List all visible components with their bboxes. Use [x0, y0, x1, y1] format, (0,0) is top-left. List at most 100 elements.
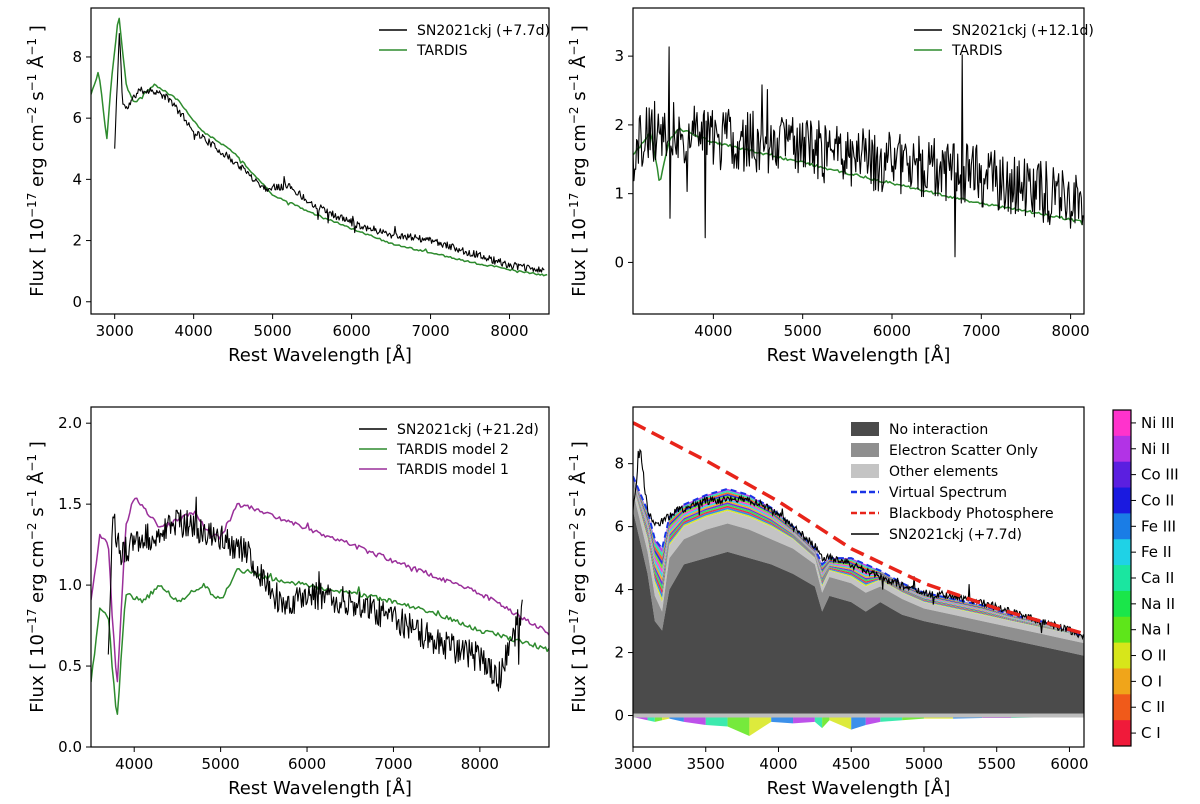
x-tick-label: 7000 — [374, 755, 412, 773]
colorbar-segment — [1113, 435, 1131, 463]
absorption-band — [814, 715, 823, 729]
y-tick-label: 0.0 — [58, 738, 82, 756]
ylabel-text: Flux [ 10 — [27, 218, 48, 297]
y-axis-label: Flux [ 10−17 erg cm−2 s−1 Å−1 ] — [25, 441, 48, 713]
plot-area — [91, 17, 548, 277]
area-other-elements — [633, 485, 1084, 644]
ylabel-superscript: −2 — [25, 107, 39, 125]
legend-label: Blackbody Photosphere — [889, 506, 1054, 522]
legend-label: TARDIS — [416, 43, 468, 59]
colorbar-label: Co III — [1141, 466, 1179, 484]
ylabel-superscript: −17 — [25, 609, 39, 634]
legend-label: SN2021ckj (+21.2d) — [397, 422, 539, 438]
legend-label: Electron Scatter Only — [889, 443, 1038, 459]
x-tick-label: 6000 — [288, 755, 326, 773]
colorbar-label: Na I — [1141, 621, 1171, 639]
y-tick-label: 1.0 — [58, 576, 82, 594]
y-tick-label: 1.5 — [58, 495, 82, 513]
colorbar-label: Ca II — [1141, 569, 1174, 587]
colorbar-segment — [1113, 720, 1131, 747]
y-tick-label: 4 — [72, 170, 82, 188]
x-tick-label: 5000 — [202, 755, 240, 773]
panel-3: 4000 5000 6000 7000 8000 0.0 0.5 1.0 1.5 2.0 Rest … — [25, 406, 550, 799]
colorbar-segment — [1113, 487, 1131, 514]
legend-patch — [851, 464, 879, 478]
series-line — [107, 496, 523, 692]
x-tick-label: 3500 — [687, 755, 725, 773]
ylabel-text: Å — [568, 471, 590, 490]
ylabel-text: erg cm — [27, 124, 48, 192]
y-tick-label: 2 — [72, 232, 82, 250]
y-tick-label: 0 — [72, 293, 82, 311]
ylabel-text: s — [569, 507, 590, 522]
legend: No interaction Electron Scatter Only Other… — [851, 422, 1054, 543]
ylabel-superscript: −1 — [25, 74, 39, 92]
area-electron-scatter — [633, 492, 1084, 656]
ylabel-text: Å — [568, 55, 590, 74]
panel-1: 3000 4000 5000 6000 7000 8000 0 2 4 6 8 Rest Wavele… — [25, 7, 550, 366]
ylabel-superscript: −1 — [567, 490, 581, 508]
x-axis-label: Rest Wavelength [Å] — [228, 344, 412, 366]
ylabel-text: ] — [569, 441, 590, 454]
colorbar-frame — [1112, 409, 1132, 747]
ylabel-superscript: −17 — [567, 193, 581, 218]
y-tick-label: 6 — [614, 518, 624, 536]
y-tick-label: 8 — [72, 48, 82, 66]
ylabel-text: ] — [569, 25, 590, 38]
legend: SN2021ckj (+21.2d) TARDIS model 2 TARDIS m… — [359, 422, 539, 478]
ylabel-superscript: −17 — [567, 609, 581, 634]
absorption-band — [705, 715, 728, 727]
zero-line — [633, 713, 1084, 718]
ylabel-superscript: −2 — [567, 523, 581, 541]
y-tick-label: 0.5 — [58, 657, 82, 675]
x-tick-label: 6000 — [873, 322, 911, 340]
y-axis-label: Flux [ 10−17 erg cm−2 s−1 Å−1 ] — [567, 25, 590, 297]
legend-patch — [851, 443, 879, 457]
y-tick-label: 3 — [614, 47, 624, 65]
panel-2: 4000 5000 6000 7000 8000 0 1 2 3 Rest Wavelength … — [567, 7, 1094, 366]
colorbar-label: Fe II — [1141, 543, 1172, 561]
ylabel-text: s — [569, 91, 590, 106]
y-tick-label: 2 — [614, 644, 624, 662]
x-axis-label: Rest Wavelength [Å] — [767, 777, 951, 799]
x-tick-label: 5500 — [978, 755, 1016, 773]
panel-4: 3000 3500 4000 4500 5000 5500 6000 0 2 4 6 8 Rest Wa… — [567, 406, 1089, 799]
ylabel-text: erg cm — [27, 540, 48, 608]
ylabel-superscript: −1 — [25, 490, 39, 508]
x-tick-label: 5000 — [784, 322, 822, 340]
plot-area — [633, 46, 1084, 258]
x-tick-label: 3000 — [96, 322, 134, 340]
x-tick-label: 8000 — [1052, 322, 1090, 340]
colorbar-label: O II — [1141, 647, 1166, 665]
observed-spectrum-line — [633, 448, 1084, 641]
legend-label: Other elements — [889, 464, 998, 480]
y-tick-label: 1 — [614, 185, 624, 203]
colorbar-segment — [1113, 694, 1131, 721]
axes-frame — [90, 7, 550, 315]
ylabel-text: Flux [ 10 — [27, 634, 48, 713]
x-tick-label: 4500 — [832, 755, 870, 773]
x-tick-label: 7000 — [411, 322, 449, 340]
plot-area — [633, 421, 1084, 736]
ylabel-superscript: −1 — [25, 38, 39, 56]
y-tick-label: 6 — [72, 109, 82, 127]
colorbar-segment — [1113, 616, 1131, 644]
y-axis-label: Flux [ 10−17 erg cm−2 s−1 Å−1 ] — [567, 441, 590, 713]
colorbar-segment — [1113, 410, 1131, 437]
colorbar-label: O I — [1141, 672, 1162, 690]
colorbar-segment — [1113, 590, 1131, 618]
absorption-band — [749, 715, 772, 736]
x-tick-label: 5000 — [254, 322, 292, 340]
colorbar-segment — [1113, 539, 1131, 566]
x-tick-label: 8000 — [461, 755, 499, 773]
ylabel-superscript: −2 — [25, 523, 39, 541]
absorption-band — [727, 715, 750, 736]
colorbar-label: C II — [1141, 698, 1165, 716]
colorbar-segment — [1113, 513, 1131, 540]
colorbar-segment — [1113, 565, 1131, 592]
legend-label: Virtual Spectrum — [889, 485, 1007, 501]
legend-label: TARDIS model 2 — [396, 442, 509, 458]
ylabel-superscript: −1 — [567, 38, 581, 56]
ylabel-text: Å — [26, 55, 48, 74]
legend-label: No interaction — [889, 422, 988, 438]
